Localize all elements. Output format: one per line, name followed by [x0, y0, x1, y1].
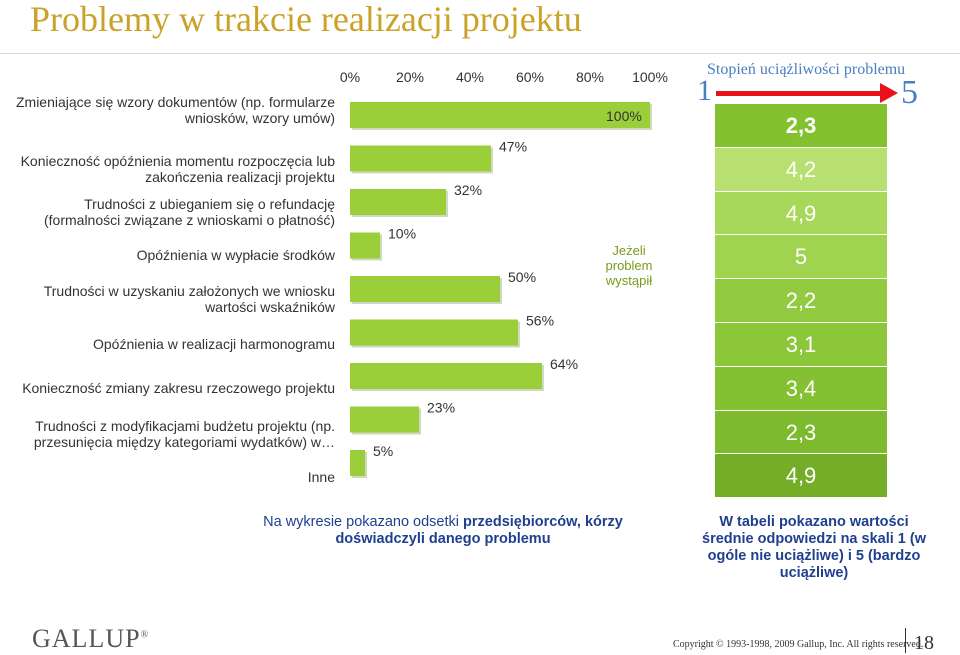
category-label-9: Inne	[307, 469, 335, 485]
bar	[350, 450, 365, 476]
logo-mark: ®	[140, 629, 150, 641]
bar-value-label: 56%	[526, 313, 554, 329]
severity-value: 4,2	[785, 156, 817, 182]
x-tick-label: 80%	[576, 69, 604, 85]
gallup-logo: GALLUP®	[32, 624, 149, 654]
severity-arrow-head-icon	[880, 83, 898, 103]
severity-cell: 5	[715, 235, 887, 279]
bar	[350, 319, 518, 346]
bar	[350, 145, 491, 172]
bar-value-label: 32%	[454, 182, 482, 198]
copyright: Copyright © 1993-1998, 2009 Gallup, Inc.…	[673, 639, 924, 650]
severity-cell: 4,9	[715, 191, 887, 235]
severity-cell: 4,2	[715, 147, 887, 191]
category-label-6: Opóźnienia w realizacji harmonogramu	[92, 336, 335, 352]
severity-value: 4,9	[785, 463, 817, 489]
severity-value: 3,4	[785, 375, 817, 401]
severity-arrow-icon	[716, 91, 884, 96]
category-label-4: Opóźnienia w wypłacie środków	[136, 247, 335, 263]
bar-value-label: 5%	[373, 443, 393, 459]
x-axis-ticks: 0% 20% 40% 60% 80% 100%	[340, 69, 668, 85]
logo-text: GALLUP	[32, 624, 141, 653]
caption-chart: Na wykresie pokazano odsetki przedsiębio…	[258, 514, 628, 548]
caption-chart-emphasis: przedsiębiorców, kórzy doświadczyli dane…	[335, 514, 623, 547]
severity-scale-title: Stopień uciążliwości problemu	[707, 61, 906, 78]
bar	[350, 406, 419, 433]
category-label-7: Konieczność zmiany zakresu rzeczowego pr…	[22, 380, 335, 396]
bar	[350, 363, 542, 389]
x-tick-label: 40%	[456, 69, 484, 85]
bar-value-label: 10%	[388, 226, 416, 242]
category-label-5: Trudności w uzyskaniu założonych we wnio…	[43, 283, 335, 315]
bar-chart: 0% 20% 40% 60% 80% 100% 100% 47% 32% 10% 50% 56% 64…	[340, 69, 668, 478]
x-tick-label: 0%	[340, 69, 360, 85]
bar-value-label: 23%	[427, 400, 455, 416]
category-label-3: Trudności z ubieganiem się o refundację …	[44, 196, 335, 228]
page-title: Problemy w trakcie realizacji projektu	[30, 0, 582, 39]
severity-cell: 2,2	[715, 279, 887, 322]
severity-cell: 2,3	[715, 104, 887, 147]
bar-value-label: 47%	[499, 139, 527, 155]
x-tick-label: 20%	[396, 69, 424, 85]
bar-value-label: 64%	[550, 356, 578, 372]
bar-value-label: 50%	[508, 269, 536, 285]
category-label-2: Konieczność opóźnienia momentu rozpoczęc…	[20, 153, 335, 185]
bars	[350, 102, 652, 478]
severity-value: 2,3	[785, 113, 817, 138]
note-if-occurred: Jeżeli problem wystąpił	[605, 243, 653, 288]
severity-cell: 3,4	[715, 366, 887, 410]
bar	[350, 102, 650, 128]
bar	[350, 276, 500, 302]
severity-value: 5	[794, 244, 808, 270]
severity-cell: 3,1	[715, 323, 887, 366]
caption-chart-text: Na wykresie pokazano odsetki	[263, 514, 459, 530]
category-label-8: Trudności z modyfikacjami budżetu projek…	[33, 418, 335, 450]
severity-value: 2,2	[785, 288, 817, 314]
page-number: 18	[914, 632, 934, 654]
severity-scale-min: 1	[697, 74, 712, 107]
severity-scale-max: 5	[901, 74, 918, 111]
value-labels: 100% 47% 32% 10% 50% 56% 64% 23% 5%	[373, 108, 642, 459]
x-tick-label: 100%	[632, 69, 668, 85]
severity-value: 2,3	[785, 419, 817, 445]
severity-value: 4,9	[785, 200, 817, 226]
severity-cell: 2,3	[715, 410, 887, 454]
title-divider	[0, 53, 960, 54]
bar-value-label: 100%	[606, 108, 642, 124]
bar	[350, 189, 446, 215]
category-label-1: Zmieniające się wzory dokumentów (np. fo…	[15, 94, 335, 126]
page-number-divider	[905, 628, 906, 653]
bar	[350, 232, 380, 259]
x-tick-label: 60%	[516, 69, 544, 85]
severity-cell: 4,9	[715, 454, 887, 498]
severity-value: 3,1	[785, 332, 817, 357]
caption-table: W tabeli pokazano wartości średnie odpow…	[702, 514, 926, 581]
